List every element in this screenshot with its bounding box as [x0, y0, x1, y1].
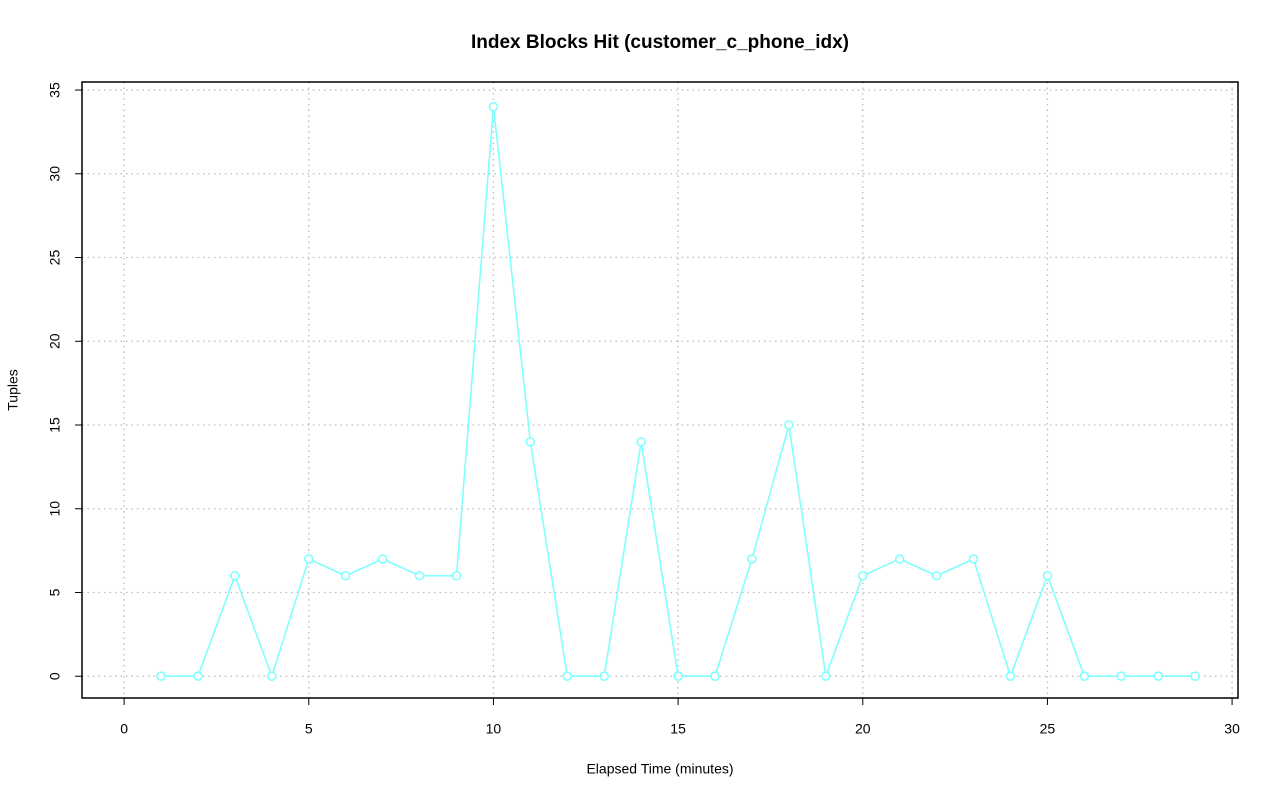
x-axis-label: Elapsed Time (minutes): [586, 761, 733, 777]
data-point: [599, 671, 610, 682]
data-point: [562, 671, 573, 682]
x-tick-label: 20: [855, 721, 871, 737]
data-point: [894, 554, 905, 564]
x-tick-label: 30: [1224, 721, 1240, 737]
x-tick-label: 5: [305, 721, 313, 737]
y-tick-label: 25: [47, 250, 63, 266]
data-point: [1116, 671, 1127, 682]
y-tick-label: 0: [47, 672, 63, 680]
data-point: [1042, 570, 1053, 581]
plot-frame: [81, 81, 1239, 699]
data-point: [1153, 671, 1164, 682]
y-axis-label: Tuples: [5, 369, 21, 411]
data-point: [784, 420, 794, 430]
y-tick-label: 15: [47, 417, 63, 433]
data-point: [340, 570, 351, 581]
data-point: [525, 436, 536, 447]
data-point: [303, 554, 314, 564]
data-point: [968, 554, 979, 564]
data-point: [636, 436, 646, 447]
data-point: [156, 671, 166, 682]
data-point: [1190, 671, 1200, 682]
data-point: [1005, 671, 1016, 682]
y-tick-label: 35: [47, 82, 63, 98]
data-point: [1079, 671, 1090, 682]
data-point: [488, 101, 499, 112]
x-tick-label: 0: [120, 721, 128, 737]
data-point: [857, 570, 868, 581]
data-point: [451, 570, 462, 581]
data-point: [821, 671, 831, 682]
data-point: [267, 671, 277, 682]
data-point: [377, 554, 388, 564]
x-tick-label: 15: [670, 721, 686, 737]
data-point: [414, 570, 425, 581]
y-tick-label: 5: [47, 588, 63, 596]
y-tick-label: 20: [47, 333, 63, 349]
data-point: [931, 570, 942, 581]
data-point: [193, 671, 203, 682]
data-point: [230, 570, 240, 581]
y-tick-label: 30: [47, 166, 63, 182]
data-point: [673, 671, 683, 682]
y-tick-label: 10: [47, 501, 63, 517]
x-tick-label: 10: [486, 721, 502, 737]
data-point: [710, 671, 720, 682]
data-point: [747, 554, 757, 564]
chart-title: Index Blocks Hit (customer_c_phone_idx): [471, 32, 849, 53]
x-tick-label: 25: [1040, 721, 1056, 737]
